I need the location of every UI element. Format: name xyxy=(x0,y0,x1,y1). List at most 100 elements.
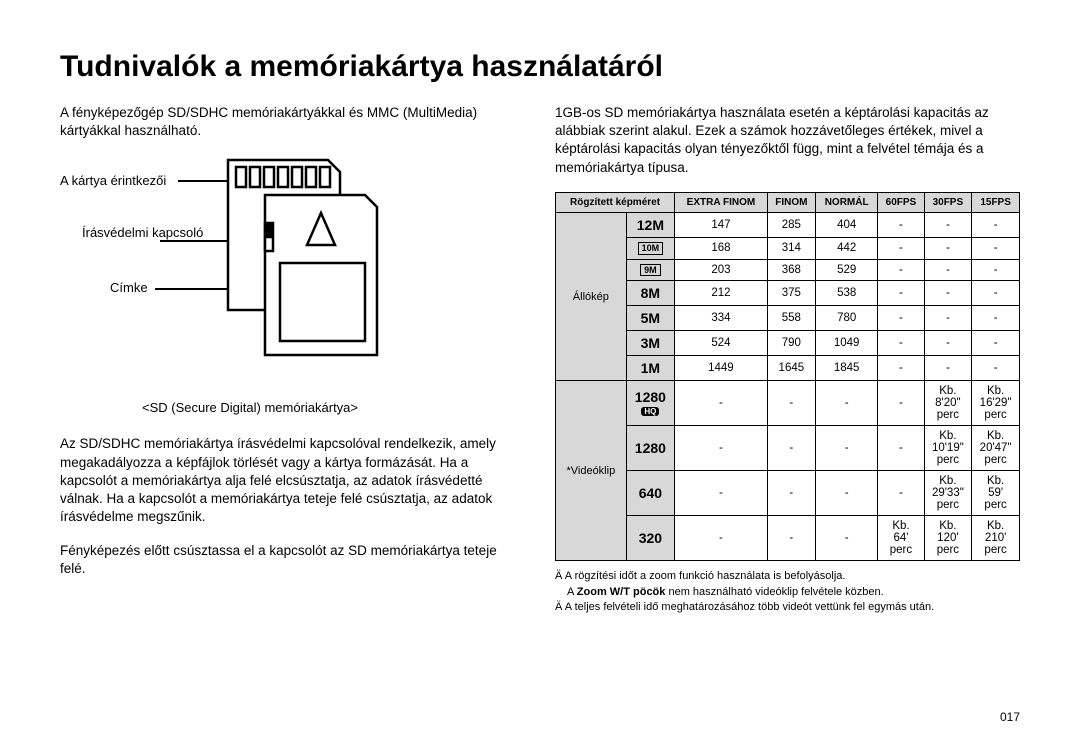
table-cell: - xyxy=(972,237,1020,259)
table-cell: 3M xyxy=(626,331,674,356)
table-row: Állókép12M147285404--- xyxy=(556,212,1020,237)
table-cell: - xyxy=(675,471,768,516)
th-fine: FINOM xyxy=(767,192,815,212)
table-cell: 1280HQ xyxy=(626,381,674,426)
table-cell: - xyxy=(924,281,972,306)
table-cell: 12M xyxy=(626,212,674,237)
table-cell: - xyxy=(972,331,1020,356)
table-cell: - xyxy=(878,381,924,426)
table-cell: Kb.59'perc xyxy=(972,471,1020,516)
table-cell: - xyxy=(878,237,924,259)
table-cell: *Videóklip xyxy=(556,381,627,561)
table-cell: 320 xyxy=(626,516,674,561)
table-cell: Állókép xyxy=(556,212,627,381)
table-cell: - xyxy=(675,516,768,561)
table-cell: 203 xyxy=(675,259,768,281)
table-cell: - xyxy=(767,426,815,471)
table-cell: 168 xyxy=(675,237,768,259)
sd-card-diagram: A kártya érintkezői Írásvédelmi kapcsoló… xyxy=(60,155,400,385)
table-cell: 790 xyxy=(767,331,815,356)
table-cell: - xyxy=(878,356,924,381)
table-cell: - xyxy=(924,331,972,356)
table-cell: 375 xyxy=(767,281,815,306)
table-cell: Kb.10'19"perc xyxy=(924,426,972,471)
table-cell: - xyxy=(924,356,972,381)
label-contacts: A kártya érintkezői xyxy=(60,173,166,188)
note-2: A Zoom W/T pöcök nem használható videókl… xyxy=(555,585,1020,600)
table-cell: 404 xyxy=(815,212,877,237)
table-cell: 285 xyxy=(767,212,815,237)
table-cell: 529 xyxy=(815,259,877,281)
table-cell: - xyxy=(878,212,924,237)
table-cell: - xyxy=(815,381,877,426)
table-cell: - xyxy=(924,306,972,331)
left-column: A fényképezőgép SD/SDHC memóriakártyákka… xyxy=(60,104,525,616)
table-cell: - xyxy=(878,331,924,356)
table-cell: - xyxy=(924,237,972,259)
table-cell: 368 xyxy=(767,259,815,281)
label-write-protect: Írásvédelmi kapcsoló xyxy=(82,225,203,240)
right-column: 1GB-os SD memóriakártya használata eseté… xyxy=(555,104,1020,616)
table-cell: - xyxy=(767,381,815,426)
table-cell: - xyxy=(878,281,924,306)
table-cell: 1845 xyxy=(815,356,877,381)
right-intro: 1GB-os SD memóriakártya használata eseté… xyxy=(555,104,1020,177)
sd-card-svg xyxy=(210,155,410,365)
table-cell: 334 xyxy=(675,306,768,331)
table-cell: 212 xyxy=(675,281,768,306)
table-cell: - xyxy=(972,212,1020,237)
table-cell: - xyxy=(815,471,877,516)
table-cell: 314 xyxy=(767,237,815,259)
th-recorded-size: Rögzített képméret xyxy=(556,192,675,212)
table-cell: 538 xyxy=(815,281,877,306)
content-columns: A fényképezőgép SD/SDHC memóriakártyákka… xyxy=(60,104,1020,616)
table-cell: 10M xyxy=(626,237,674,259)
table-cell: Kb.29'33"perc xyxy=(924,471,972,516)
table-cell: - xyxy=(815,426,877,471)
page-title: Tudnivalók a memóriakártya használatáról xyxy=(60,50,1020,84)
table-cell: - xyxy=(815,516,877,561)
table-cell: 1645 xyxy=(767,356,815,381)
label-label: Címke xyxy=(110,280,148,295)
capacity-table: Rögzített képméret EXTRA FINOM FINOM NOR… xyxy=(555,192,1020,562)
table-cell: 8M xyxy=(626,281,674,306)
left-para2: Az SD/SDHC memóriakártya írásvédelmi kap… xyxy=(60,435,525,526)
table-cell: - xyxy=(675,381,768,426)
table-row: *Videóklip1280HQ----Kb.8'20"percKb.16'29… xyxy=(556,381,1020,426)
table-cell: 640 xyxy=(626,471,674,516)
table-cell: - xyxy=(972,281,1020,306)
table-cell: - xyxy=(878,471,924,516)
table-cell: 5M xyxy=(626,306,674,331)
left-para3: Fényképezés előtt csúsztassa el a kapcso… xyxy=(60,542,525,578)
table-cell: - xyxy=(924,212,972,237)
table-cell: Kb.16'29"perc xyxy=(972,381,1020,426)
sd-caption: <SD (Secure Digital) memóriakártya> xyxy=(120,400,380,415)
table-cell: - xyxy=(767,471,815,516)
left-intro: A fényképezőgép SD/SDHC memóriakártyákka… xyxy=(60,104,525,140)
table-cell: - xyxy=(767,516,815,561)
th-15fps: 15FPS xyxy=(972,192,1020,212)
table-cell: - xyxy=(878,426,924,471)
table-cell: - xyxy=(675,426,768,471)
table-cell: 1280 xyxy=(626,426,674,471)
table-cell: - xyxy=(924,259,972,281)
table-cell: - xyxy=(972,259,1020,281)
table-cell: - xyxy=(878,306,924,331)
th-extra-fine: EXTRA FINOM xyxy=(675,192,768,212)
table-cell: 780 xyxy=(815,306,877,331)
table-cell: Kb.64'perc xyxy=(878,516,924,561)
table-cell: 1M xyxy=(626,356,674,381)
note-1: Ä A rögzítési időt a zoom funkció haszná… xyxy=(555,569,1020,584)
th-normal: NORMÁL xyxy=(815,192,877,212)
table-cell: 558 xyxy=(767,306,815,331)
table-cell: Kb.120'perc xyxy=(924,516,972,561)
table-cell: 524 xyxy=(675,331,768,356)
th-30fps: 30FPS xyxy=(924,192,972,212)
table-cell: 1049 xyxy=(815,331,877,356)
table-cell: 1449 xyxy=(675,356,768,381)
table-cell: 442 xyxy=(815,237,877,259)
table-cell: Kb.20'47"perc xyxy=(972,426,1020,471)
table-cell: Kb.210'perc xyxy=(972,516,1020,561)
table-cell: Kb.8'20"perc xyxy=(924,381,972,426)
table-cell: 9M xyxy=(626,259,674,281)
